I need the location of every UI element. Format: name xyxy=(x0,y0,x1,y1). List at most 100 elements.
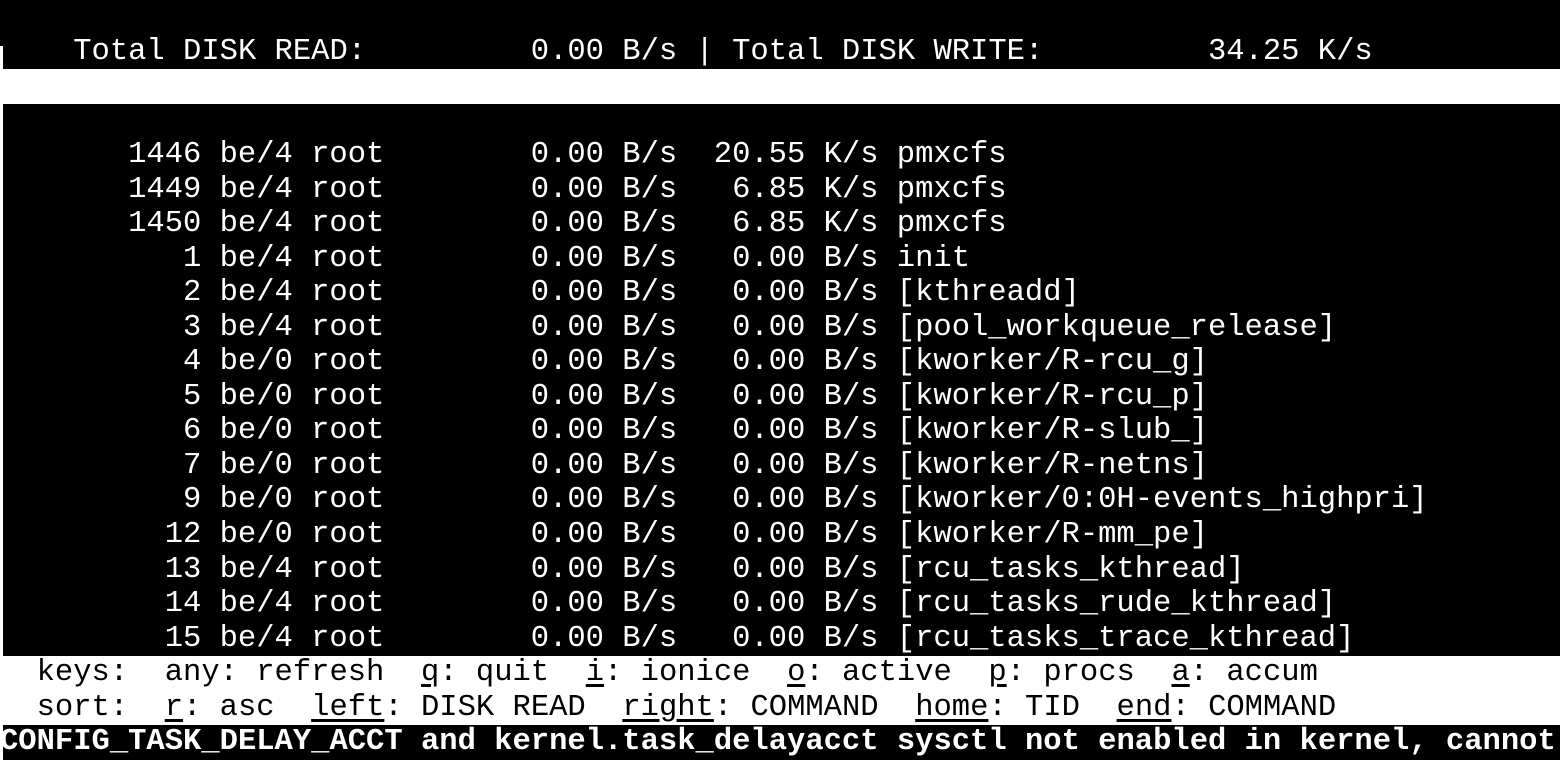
hotkey-label: o xyxy=(787,656,806,691)
process-row: 9 be/0 root 0.00 B/s 0.00 B/s [kworker/0:0H-e… xyxy=(0,449,1560,517)
disk-read-cell: 0.00 B/s xyxy=(530,172,678,207)
disk-read-cell: 0.00 B/s xyxy=(530,276,678,311)
help-text: : DISK READ xyxy=(384,690,623,725)
hotkey-label: a xyxy=(1171,656,1190,691)
prio-cell: be/0 xyxy=(219,483,293,518)
command-cell: pmxcfs xyxy=(896,207,1007,242)
disk-read-cell: 0.00 B/s xyxy=(530,517,678,552)
process-row: 1450 be/4 root 0.00 B/s 6.85 K/s pmxcfs xyxy=(0,173,1560,241)
disk-read-cell: 0.00 B/s xyxy=(530,552,678,587)
user-cell: root xyxy=(311,310,385,345)
help-text: : TID xyxy=(988,690,1117,725)
user-cell: root xyxy=(311,345,385,380)
process-row: 2 be/4 root 0.00 B/s 0.00 B/s [kthreadd] xyxy=(0,242,1560,310)
command-cell: [pool_workqueue_release] xyxy=(896,310,1337,345)
command-cell: [rcu_tasks_rude_kthread] xyxy=(896,587,1337,622)
disk-write-cell: 0.00 B/s xyxy=(732,241,879,276)
disk-write-cell: 0.00 B/s xyxy=(732,379,879,414)
disk-write-cell: 0.00 B/s xyxy=(732,345,879,380)
command-cell: init xyxy=(896,241,971,276)
disk-write-cell: 0.00 B/s xyxy=(732,483,879,518)
current-disk-write-label: Current DISK WRITE: xyxy=(732,69,1080,104)
prio-cell: be/4 xyxy=(219,587,293,622)
disk-read-cell: 0.00 B/s xyxy=(530,621,678,656)
currents-line: Current DISK READ: 438.39 K/s | Current DIS… xyxy=(0,35,1560,103)
disk-read-cell: 0.00 B/s xyxy=(530,345,678,380)
prio-cell: be/0 xyxy=(219,414,293,449)
user-cell: root xyxy=(311,587,385,622)
disk-write-cell: 6.85 K/s xyxy=(732,172,879,207)
command-cell: [rcu_tasks_kthread] xyxy=(896,552,1245,587)
disk-write-cell: 20.55 K/s xyxy=(713,138,879,173)
process-row: 13 be/4 root 0.00 B/s 0.00 B/s [rcu_tasks_kth… xyxy=(0,518,1560,587)
disk-write-cell: 0.00 B/s xyxy=(732,517,879,552)
help-text: : COMMAND xyxy=(713,690,916,725)
prio-cell: be/4 xyxy=(219,241,293,276)
help-keys-line: keys: any: refresh q: quit i: ionice o: … xyxy=(0,656,1560,691)
help-text: keys: any: refresh xyxy=(0,656,421,691)
header-tid: TID xyxy=(146,103,202,138)
command-cell: [kworker/0:0H-events_highpri] xyxy=(896,483,1428,518)
disk-write-cell: 0.00 B/s xyxy=(732,448,879,483)
disk-read-cell: 0.00 B/s xyxy=(530,310,678,345)
help-text: : accum xyxy=(1189,656,1318,691)
user-cell: root xyxy=(311,483,385,518)
tid-cell: 7 xyxy=(183,448,202,483)
prio-cell: be/4 xyxy=(219,621,293,656)
table-header: TID PRIO USER DISK READ DISK WRITE> COMMAND xyxy=(0,69,1560,138)
process-row: 12 be/0 root 0.00 B/s 0.00 B/s [kworker/R-mm_… xyxy=(0,483,1560,552)
hotkey-label: p xyxy=(988,656,1007,691)
tid-cell: 1449 xyxy=(128,172,202,207)
tid-cell: 15 xyxy=(164,621,202,656)
hotkey-label: i xyxy=(585,656,605,691)
user-cell: root xyxy=(311,276,385,311)
user-cell: root xyxy=(311,552,385,587)
summary-separator: | xyxy=(695,34,714,69)
header-disk-write: DISK WRITE xyxy=(695,103,879,138)
user-cell: root xyxy=(311,207,385,242)
prio-cell: be/0 xyxy=(219,379,293,414)
user-cell: root xyxy=(311,517,385,552)
current-disk-read-value: 438.39 K/s xyxy=(494,69,678,104)
command-cell: [kworker/R-netns] xyxy=(896,448,1208,483)
command-cell: [kworker/R-mm_pe] xyxy=(896,517,1208,552)
command-cell: [kworker/R-rcu_p] xyxy=(896,379,1208,414)
user-cell: root xyxy=(311,379,385,414)
disk-read-cell: 0.00 B/s xyxy=(530,379,678,414)
disk-write-cell: 0.00 B/s xyxy=(732,552,879,587)
sort-indicator-icon: > xyxy=(878,103,897,138)
process-list: 1446 be/4 root 0.00 B/s 20.55 K/s pmxcfs 1449… xyxy=(0,104,1560,690)
hotkey-label: q xyxy=(420,656,440,691)
prio-cell: be/0 xyxy=(219,517,293,552)
process-row: 3 be/4 root 0.00 B/s 0.00 B/s [pool_workqueue… xyxy=(0,276,1560,345)
hotkey-label: r xyxy=(164,690,184,725)
process-row: 14 be/4 root 0.00 B/s 0.00 B/s [rcu_tasks_rud… xyxy=(0,553,1560,621)
total-disk-read-value: 0.00 B/s xyxy=(530,34,678,69)
disk-write-cell: 0.00 B/s xyxy=(732,621,879,656)
hotkey-label: right xyxy=(622,690,714,725)
hotkey-label: left xyxy=(311,690,385,725)
help-text: sort: xyxy=(0,690,165,725)
prio-cell: be/4 xyxy=(219,552,293,587)
user-cell: root xyxy=(311,414,385,449)
user-cell: root xyxy=(311,448,385,483)
summary-separator: | xyxy=(695,69,714,104)
status-bar: CONFIG_TASK_DELAY_ACCT and kernel.task_d… xyxy=(0,725,1556,760)
prio-cell: be/0 xyxy=(219,448,293,483)
tid-cell: 2 xyxy=(183,276,202,311)
help-sort-line: sort: r: asc left: DISK READ right: COMM… xyxy=(0,690,1560,726)
prio-cell: be/4 xyxy=(219,172,293,207)
tid-cell: 1446 xyxy=(128,138,202,173)
help-text: : active xyxy=(805,656,989,691)
help-text: : procs xyxy=(1006,656,1172,691)
tid-cell: 14 xyxy=(164,587,202,622)
command-cell: [kworker/R-slub_] xyxy=(896,414,1208,449)
tid-cell: 12 xyxy=(164,517,202,552)
process-row: 4 be/0 root 0.00 B/s 0.00 B/s [kworker/R-rcu_… xyxy=(0,311,1560,379)
header-command: COMMAND xyxy=(970,103,1099,138)
total-disk-write-label: Total DISK WRITE: xyxy=(732,34,1044,69)
tid-cell: 5 xyxy=(183,379,202,414)
prio-cell: be/0 xyxy=(219,345,293,380)
prio-cell: be/4 xyxy=(219,276,293,311)
